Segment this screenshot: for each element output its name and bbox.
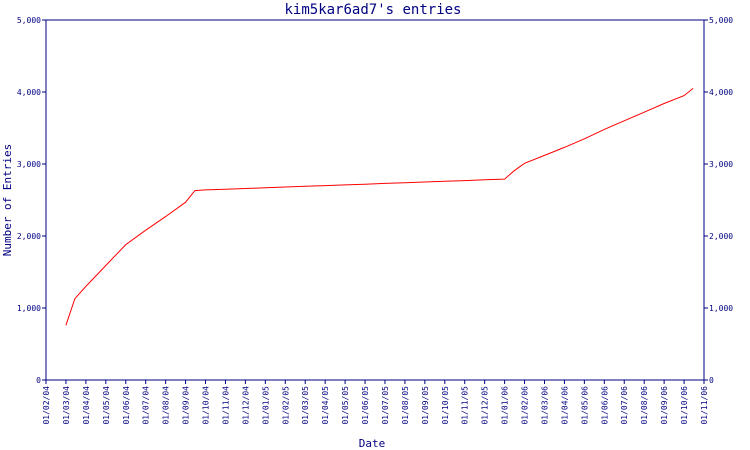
x-tick-label: 01/05/05	[341, 386, 350, 425]
x-tick-label: 01/08/05	[401, 386, 410, 425]
x-tick-label: 01/08/06	[640, 386, 649, 425]
y-tick-label-right: 3,000	[709, 160, 733, 169]
y-tick-label-right: 0	[709, 376, 714, 385]
y-axis-left: 0 1,000 2,000 3,000 4,000 5,000	[17, 16, 46, 385]
series-layer	[65, 88, 694, 326]
x-tick-label: 01/09/06	[660, 386, 669, 425]
x-tick-label: 01/12/04	[241, 386, 250, 425]
x-tick-label: 01/07/06	[620, 386, 629, 425]
x-tick-label: 01/10/04	[202, 386, 211, 425]
x-tick-label: 01/08/04	[162, 386, 171, 425]
x-tick-label: 01/01/05	[261, 386, 270, 425]
x-tick-label: 01/07/04	[142, 386, 151, 425]
x-tick-label: 01/10/06	[680, 386, 689, 425]
x-tick-label: 01/11/06	[700, 386, 709, 425]
x-tick-label: 01/03/06	[540, 386, 549, 425]
plot-area-border	[45, 19, 705, 381]
x-tick-label: 01/05/04	[102, 386, 111, 425]
x-tick-label: 01/11/05	[461, 386, 470, 425]
y-tick-label-right: 1,000	[709, 304, 733, 313]
x-axis-title: Date	[359, 437, 386, 450]
x-tick-label: 01/09/04	[182, 386, 191, 425]
y-tick-label-right: 4,000	[709, 88, 733, 97]
y-tick-label-left: 1,000	[17, 304, 41, 313]
y-tick-label-left: 5,000	[17, 16, 41, 25]
y-tick-label-left: 3,000	[17, 160, 41, 169]
x-tick-label: 01/02/04	[42, 386, 51, 425]
x-tick-label: 01/01/06	[501, 386, 510, 425]
y-tick-label-left: 0	[36, 376, 41, 385]
x-tick-label: 01/12/05	[481, 386, 490, 425]
x-tick-label: 01/04/05	[321, 386, 330, 425]
plot-frame	[45, 19, 705, 381]
x-tick-label: 01/10/05	[441, 386, 450, 425]
x-tick-label: 01/03/05	[301, 386, 310, 425]
y-axis-right: 0 1,000 2,000 3,000 4,000 5,000	[704, 16, 733, 385]
x-tick-label: 01/06/06	[600, 386, 609, 425]
x-tick-label: 01/06/05	[361, 386, 370, 425]
chart-title: kim5kar6ad7's entries	[284, 2, 461, 18]
y-tick-label-right: 2,000	[709, 232, 733, 241]
x-tick-label: 01/07/05	[381, 386, 390, 425]
y-tick-label-right: 5,000	[709, 16, 733, 25]
x-tick-label: 01/04/06	[560, 386, 569, 425]
x-tick-label: 01/09/05	[421, 386, 430, 425]
x-tick-label: 01/03/04	[62, 386, 71, 425]
entries-series-line	[65, 88, 694, 326]
x-tick-label: 01/04/04	[82, 386, 91, 425]
x-tick-label: 01/02/05	[281, 386, 290, 425]
x-tick-label: 01/06/04	[122, 386, 131, 425]
x-tick-label: 01/02/06	[521, 386, 530, 425]
y-tick-label-left: 4,000	[17, 88, 41, 97]
x-tick-label: 01/05/06	[580, 386, 589, 425]
x-axis: 01/02/04 01/03/04 01/04/04 01/05/04 01/06/04…	[42, 380, 709, 425]
y-axis-title: Number of Entries	[1, 144, 14, 257]
x-tick-label: 01/11/04	[221, 386, 230, 425]
y-tick-label-left: 2,000	[17, 232, 41, 241]
